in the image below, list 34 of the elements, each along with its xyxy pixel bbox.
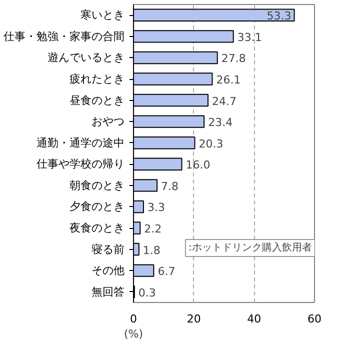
y-tick-label: 無回答 [92,285,124,298]
y-tick-label: その他 [92,264,124,278]
data-label: 0.3 [138,286,156,300]
y-tick-label: おやつ [92,115,124,128]
y-tick-label: 疲れたとき [70,72,124,86]
y-tick-label: 朝食のとき [70,178,124,192]
data-label: 24.7 [212,94,237,108]
data-label: 7.8 [161,180,179,193]
y-tick-label: 仕事や学校の帰り [36,158,124,171]
x-tick-label: 40 [247,312,262,326]
data-label: 6.7 [158,265,176,278]
y-tick-label: 仕事・勉強・家事の合間 [4,30,124,43]
data-label: 3.3 [147,201,165,214]
data-label: 27.8 [221,52,246,66]
data-label: 16.0 [186,158,210,172]
data-label: 2.2 [144,222,162,236]
x-tick-label: 0 [130,312,137,326]
data-label: 1.8 [142,244,160,257]
data-label: 20.3 [198,137,224,150]
y-tick-label: 昼食のとき [70,94,124,107]
data-label: 23.4 [208,116,233,130]
data-label: 26.1 [216,74,241,86]
annotation: :ホットドリンク購入飲用者 [188,242,312,254]
x-tick-label: 60 [308,312,322,326]
x-axis-title: (%) [124,328,144,340]
y-tick-label: 遊んでいるとき [48,51,124,64]
data-label: 33.1 [237,30,262,44]
y-tick-label: 寒いとき [80,8,124,22]
y-tick-label: 夜食のとき [70,222,124,234]
data-label: 53.3 [266,10,292,23]
y-tick-label: 寝る前 [92,242,124,256]
x-tick-label: 20 [186,312,201,326]
y-tick-label: 夕食のとき [70,200,124,214]
y-tick-label: 通勤・通学の途中 [36,136,124,150]
